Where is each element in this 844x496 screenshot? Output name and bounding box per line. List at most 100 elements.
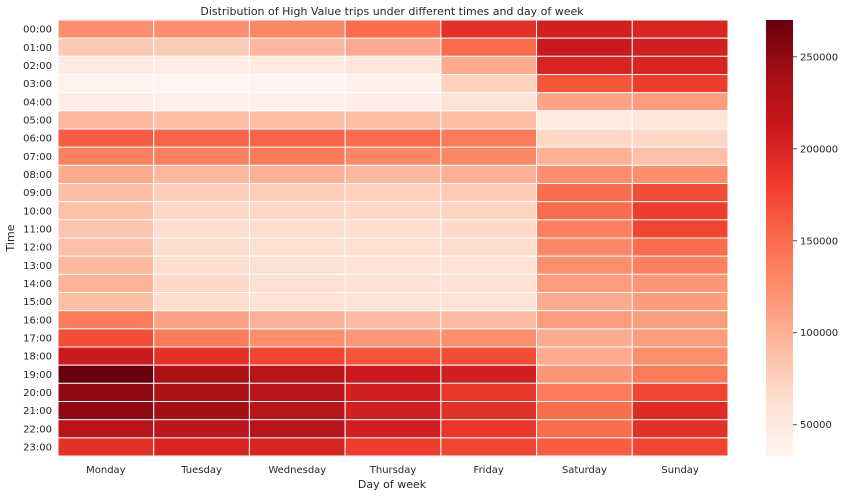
y-tick-label: 03:00 [23, 79, 52, 90]
heatmap-cell [248, 219, 346, 239]
heatmap-cell [57, 74, 155, 94]
heatmap-cell [344, 37, 442, 57]
heatmap-cell [631, 110, 729, 130]
x-tick-label: Monday [86, 465, 126, 476]
heatmap-cell [248, 310, 346, 330]
heatmap-cell [344, 183, 442, 203]
heatmap-cell [57, 37, 155, 57]
heatmap-cell [631, 310, 729, 330]
colorbar [766, 20, 793, 456]
y-tick-label: 06:00 [23, 134, 52, 145]
y-tick-label: 18:00 [23, 352, 52, 363]
heatmap-cell [248, 19, 346, 39]
heatmap-cell [440, 310, 538, 330]
colorbar-tick-label: 50000 [800, 420, 832, 431]
heatmap-cell [631, 201, 729, 221]
heatmap-cell [153, 255, 250, 275]
heatmap-cell [248, 401, 346, 421]
heatmap-cell [440, 273, 538, 293]
y-tick-label: 01:00 [23, 43, 52, 54]
heatmap-cell [344, 273, 442, 293]
heatmap-cell [248, 201, 346, 221]
heatmap-cell [440, 92, 538, 112]
heatmap-cell [248, 92, 346, 112]
heatmap-cell [248, 237, 346, 257]
heatmap-cell [57, 310, 155, 330]
heatmap-cell [344, 237, 442, 257]
heatmap-cell [153, 364, 250, 384]
heatmap-cell [536, 110, 633, 130]
heatmap-cell [248, 292, 346, 312]
heatmap-cell [631, 74, 729, 94]
heatmap-cell [153, 219, 250, 239]
heatmap-cell [631, 437, 729, 457]
heatmap-cell [344, 146, 442, 166]
heatmap-cell [344, 346, 442, 366]
heatmap-cell [536, 328, 633, 348]
heatmap-cell [536, 55, 633, 76]
y-tick-label: 02:00 [23, 61, 52, 72]
heatmap-cell [57, 55, 155, 76]
heatmap-cell [631, 346, 729, 366]
heatmap-cell [536, 437, 633, 457]
heatmap-cell [248, 164, 346, 185]
x-tick-label: Tuesday [180, 465, 222, 476]
heatmap-cell [344, 164, 442, 185]
heatmap-cell [536, 19, 633, 39]
heatmap-cell [344, 19, 442, 39]
x-tick-label: Friday [474, 465, 504, 476]
x-axis-ticks: Monday Tuesday Wednesday Thursday Friday Satu… [86, 465, 699, 476]
heatmap-cell [248, 419, 346, 439]
heatmap-cell [153, 183, 250, 203]
y-tick-label: 11:00 [23, 224, 52, 235]
heatmap-cell [440, 237, 538, 257]
heatmap-cell [536, 292, 633, 312]
heatmap-cell [344, 92, 442, 112]
heatmap-cell [57, 292, 155, 312]
colorbar-tick-label: 100000 [800, 328, 838, 339]
heatmap-cell [631, 128, 729, 148]
y-axis-ticks: 00:00 01:00 02:00 03:00 04:00 05:00 06:00 07:00… [23, 25, 52, 454]
heatmap-cell [440, 364, 538, 384]
heatmap-cell [440, 201, 538, 221]
heatmap-cell [631, 273, 729, 293]
heatmap-cell [153, 74, 250, 94]
heatmap-cell [57, 328, 155, 348]
heatmap-cell [631, 219, 729, 239]
heatmap-cell [248, 273, 346, 293]
heatmap-cell [248, 437, 346, 457]
heatmap-cell [57, 128, 155, 148]
heatmap-cell [153, 437, 250, 457]
heatmap-cell [57, 346, 155, 366]
heatmap-cell [631, 364, 729, 384]
heatmap-cell [440, 382, 538, 402]
heatmap-cell [248, 110, 346, 130]
y-tick-label: 17:00 [23, 333, 52, 344]
y-axis-label: Time [4, 224, 17, 252]
heatmap-cell [248, 74, 346, 94]
heatmap-cell [248, 37, 346, 57]
heatmap-cell [248, 55, 346, 76]
y-tick-label: 10:00 [23, 206, 52, 217]
heatmap-cell [631, 401, 729, 421]
heatmap-cell [536, 346, 633, 366]
heatmap-cell [57, 110, 155, 130]
heatmap-cells [57, 19, 729, 457]
colorbar-tick-label: 250000 [800, 52, 838, 63]
y-tick-label: 14:00 [23, 279, 52, 290]
heatmap-cell [153, 92, 250, 112]
heatmap-cell [57, 401, 155, 421]
heatmap-cell [440, 292, 538, 312]
heatmap-cell [440, 437, 538, 457]
heatmap-cell [440, 74, 538, 94]
heatmap-cell [344, 292, 442, 312]
heatmap-cell [153, 328, 250, 348]
heatmap-cell [153, 201, 250, 221]
y-tick-label: 15:00 [23, 297, 52, 308]
heatmap-cell [153, 401, 250, 421]
y-tick-label: 22:00 [23, 424, 52, 435]
heatmap-cell [631, 255, 729, 275]
heatmap-cell [248, 183, 346, 203]
chart-title: Distribution of High Value trips under d… [200, 5, 584, 18]
